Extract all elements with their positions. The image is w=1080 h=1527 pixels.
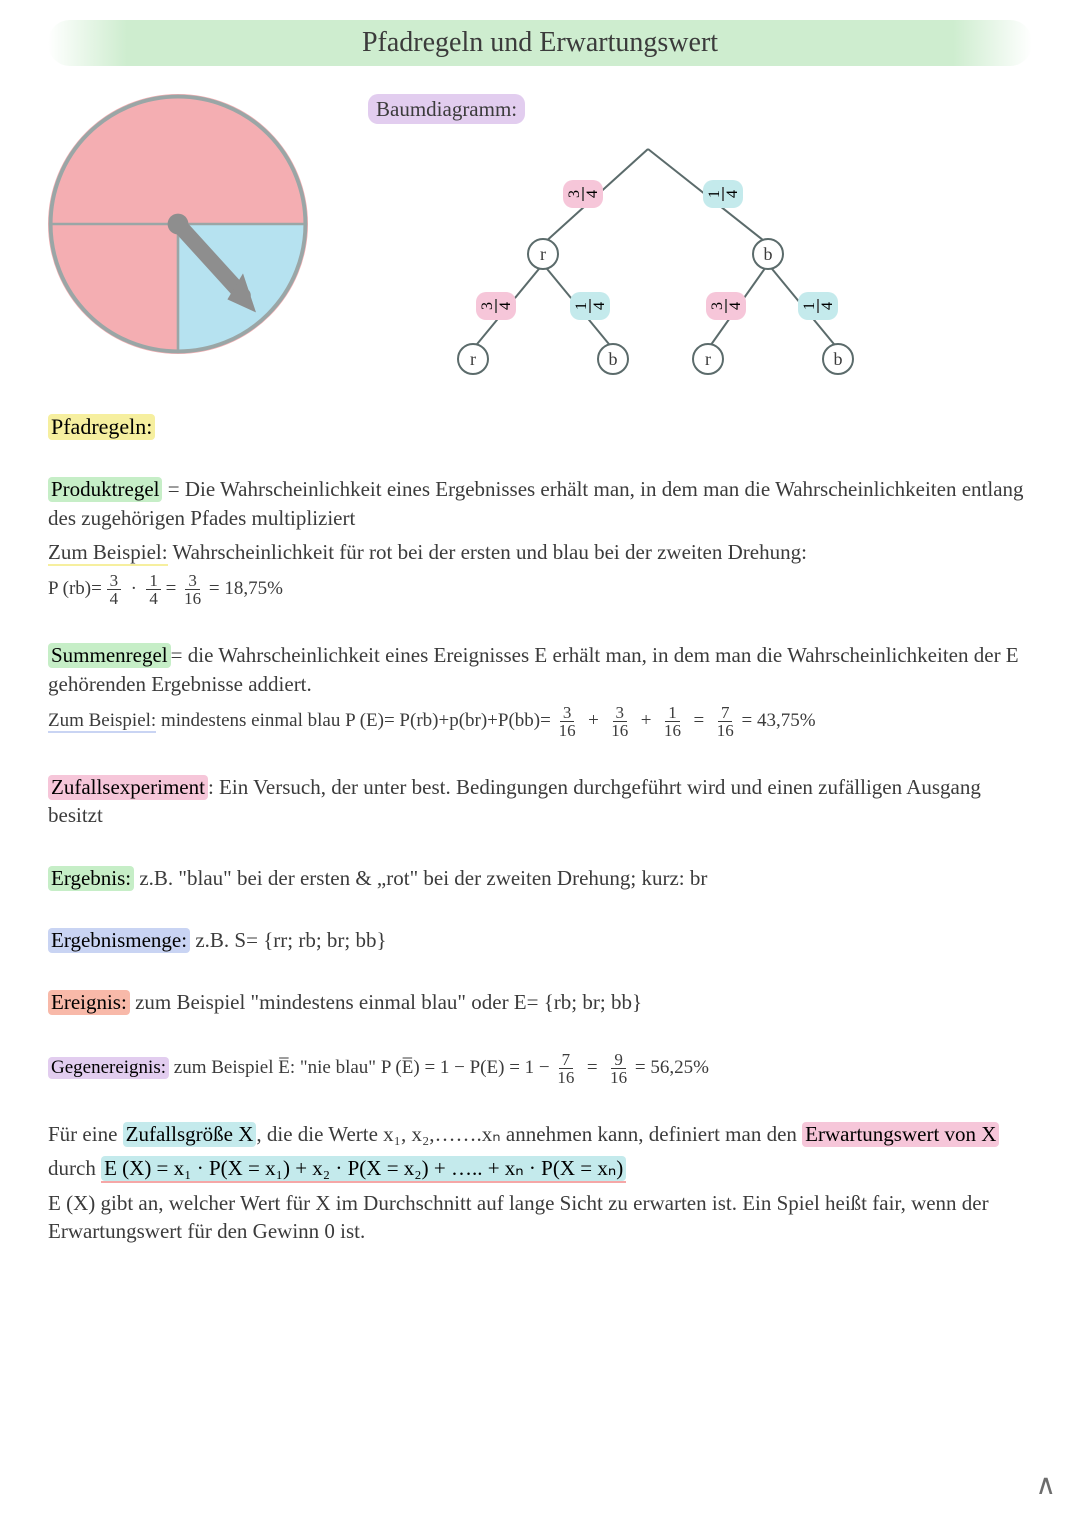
spinner-pie [48,94,328,361]
text-produktregel-bsp: Wahrscheinlichkeit für rot bei der erste… [168,540,807,564]
svg-text:1: 1 [573,302,590,310]
tree-diagram-label: Baumdiagramm: [368,94,525,124]
label-gegenereignis: Gegenereignis: [48,1057,169,1079]
svg-text:4: 4 [591,302,608,310]
tree-node-r: r [540,244,546,264]
label-zufallsexperiment: Zufallsexperiment [48,775,208,800]
svg-text:3: 3 [479,302,496,310]
label-ergebnismenge: Ergebnismenge: [48,928,190,953]
label-ereignis: Ereignis: [48,990,130,1015]
text-summenregel-def: = die Wahrscheinlichkeit eines Ereigniss… [48,643,1019,695]
svg-text:4: 4 [584,190,601,198]
tree-diagram: r b r b r b 3 [368,134,928,394]
svg-text:1: 1 [801,302,818,310]
formula-erwartungswert: E (X) = x₁ · P(X = x₁) + x₂ · P(X = x₂) … [101,1156,626,1181]
svg-text:3: 3 [709,302,726,310]
text-ew-lead: Für eine [48,1122,123,1146]
page-title: Pfadregeln und Erwartungswert [362,24,718,62]
svg-text:r: r [470,349,476,369]
svg-text:4: 4 [497,302,514,310]
label-erwartungswert: Erwartungswert von X [802,1122,999,1147]
svg-text:b: b [834,349,843,369]
text-ergebnis-def: z.B. "blau" bei der ersten & „rot" bei d… [134,866,707,890]
label-summenregel: Summenregel [48,643,171,668]
svg-text:4: 4 [819,302,836,310]
tree-node-b: b [764,244,773,264]
svg-text:4: 4 [727,302,744,310]
text-ew-mid: , die die Werte x₁, x₂,…….xₙ annehmen ka… [256,1122,802,1146]
page-title-band: Pfadregeln und Erwartungswert [48,20,1032,66]
label-ergebnis: Ergebnis: [48,866,134,891]
label-produktregel: Produktregel [48,477,162,502]
svg-text:r: r [705,349,711,369]
svg-text:3: 3 [566,190,583,198]
text-produktregel-def: = Die Wahrscheinlichkeit eines Ergebniss… [48,477,1024,529]
svg-text:4: 4 [724,190,741,198]
svg-text:b: b [609,349,618,369]
text-ereignis-def: zum Beispiel "mindestens einmal blau" od… [130,990,642,1014]
formula-gegenereignis: Gegenereignis: zum Beispiel E̅: "nie bla… [48,1051,1032,1086]
label-zufallsgroesse: Zufallsgröße X [123,1122,257,1147]
text-ew-tail: E (X) gibt an, welcher Wert für X im Dur… [48,1189,1032,1246]
formula-summenregel: Zum Beispiel: mindestens einmal blau P (… [48,704,1032,739]
chevron-up-icon: ∧ [1036,1467,1057,1505]
label-pfadregeln: Pfadregeln: [48,414,155,440]
svg-text:1: 1 [706,190,723,198]
formula-produktregel: P (rb)= 34 · 14 = 316 = 18,75% [48,572,1032,607]
text-ergebnismenge-def: z.B. S= {rr; rb; br; bb} [190,928,387,952]
text-produktregel-bsp-lead: Zum Beispiel: [48,540,168,566]
